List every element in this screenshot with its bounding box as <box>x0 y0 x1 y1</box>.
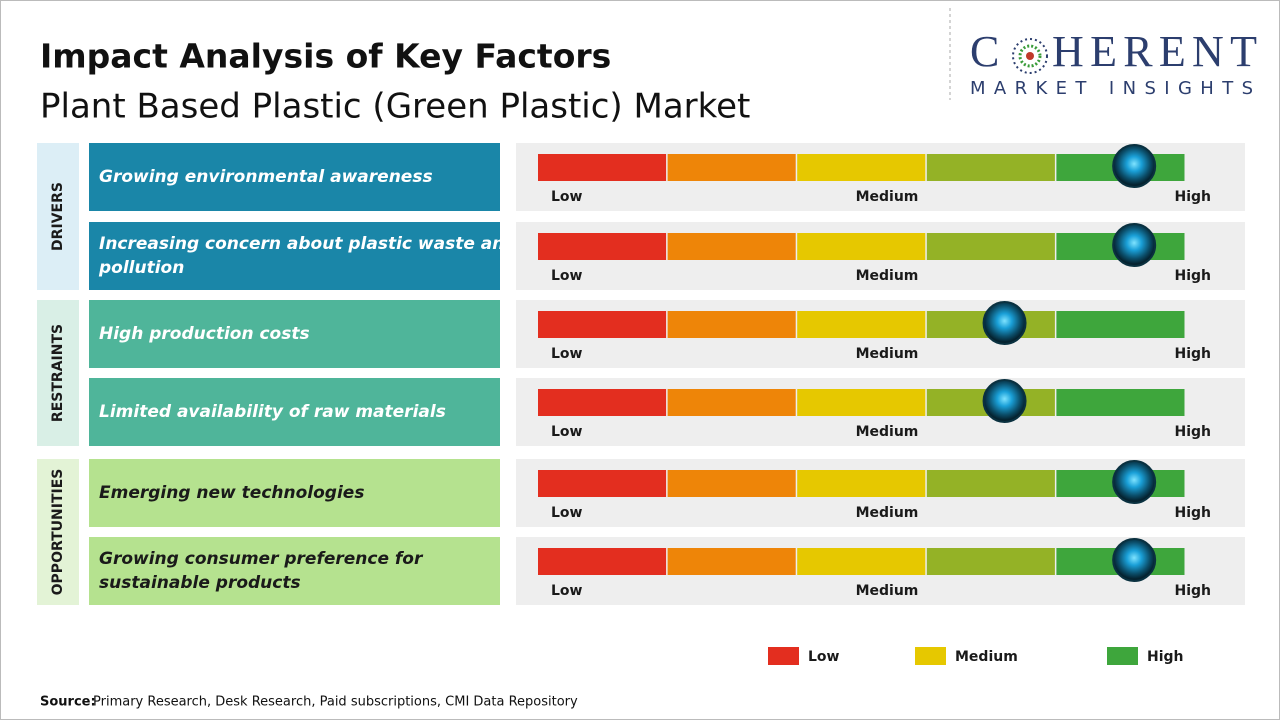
source-text: Primary Research, Desk Research, Paid su… <box>93 695 578 710</box>
scale-label: Low <box>551 424 583 440</box>
scale-segment <box>797 311 926 338</box>
scale-segment <box>538 389 667 416</box>
impact-knob <box>982 301 1027 345</box>
legend-swatch <box>1107 647 1138 665</box>
scale-segment <box>797 470 926 497</box>
group-label: RESTRAINTS <box>50 324 66 422</box>
scale-label: Low <box>551 268 583 284</box>
impact-knob <box>1112 144 1157 188</box>
scale-label: Medium <box>856 424 919 440</box>
scale-segment <box>797 389 926 416</box>
factor-box <box>89 222 500 290</box>
factor-box <box>89 537 500 605</box>
scale-label: Medium <box>856 346 919 362</box>
scale-label: Low <box>551 505 583 521</box>
scale-segment <box>538 470 667 497</box>
factor-text: Emerging new technologies <box>99 483 364 503</box>
scale-segment <box>926 233 1055 260</box>
scale-label: High <box>1174 583 1211 599</box>
title: Impact Analysis of Key Factors <box>40 37 611 76</box>
legend-label: Medium <box>955 649 1018 665</box>
factor-box <box>89 143 500 211</box>
impact-knob <box>1112 223 1157 267</box>
scale-label: High <box>1174 268 1211 284</box>
scale-segment <box>538 311 667 338</box>
scale-segment <box>1056 389 1185 416</box>
factor-text: Growing consumer preference for sustainab… <box>99 549 424 593</box>
scale-label: High <box>1174 189 1211 205</box>
factor-text: Increasing concern about plastic waste a… <box>98 234 517 278</box>
scale-segment <box>797 154 926 181</box>
scale-segment <box>667 154 796 181</box>
impact-knob <box>982 379 1027 423</box>
scale-segment <box>926 470 1055 497</box>
scale-segment <box>667 389 796 416</box>
scale-segment <box>926 548 1055 575</box>
group-label: DRIVERS <box>50 182 66 251</box>
factor-text: High production costs <box>99 324 310 344</box>
scale-segment <box>667 233 796 260</box>
subtitle: Plant Based Plastic (Green Plastic) Mark… <box>40 87 750 127</box>
legend-swatch <box>915 647 946 665</box>
scale-segment <box>797 233 926 260</box>
scale-segment <box>538 233 667 260</box>
scale-label: Medium <box>856 268 919 284</box>
scale-label: High <box>1174 424 1211 440</box>
legend-swatch <box>768 647 799 665</box>
scale-segment <box>797 548 926 575</box>
scale-segment <box>926 154 1055 181</box>
group-band <box>37 459 79 605</box>
factor-text: Limited availability of raw materials <box>99 402 446 422</box>
scale-label: Medium <box>856 189 919 205</box>
scale-segment <box>667 470 796 497</box>
logo-lead: C <box>970 27 999 76</box>
factor-box <box>89 459 500 527</box>
scale-label: High <box>1174 505 1211 521</box>
source-label: Source: <box>40 695 96 710</box>
logo-mark <box>1012 38 1048 74</box>
scale-segment <box>1056 311 1185 338</box>
impact-knob <box>1112 538 1157 582</box>
scale-segment <box>538 154 667 181</box>
scale-segment <box>538 548 667 575</box>
scale-label: Low <box>551 346 583 362</box>
factor-box <box>89 300 500 368</box>
group-band <box>37 143 79 290</box>
scale-label: Medium <box>856 583 919 599</box>
scale-segment <box>667 311 796 338</box>
legend-label: Low <box>808 649 840 665</box>
group-label: OPPORTUNITIES <box>50 469 66 596</box>
factor-box <box>89 378 500 446</box>
factor-text: Growing environmental awareness <box>99 167 433 187</box>
legend-label: High <box>1147 649 1184 665</box>
scale-segment <box>667 548 796 575</box>
scale-label: Medium <box>856 505 919 521</box>
scale-label: High <box>1174 346 1211 362</box>
logo-tagline: MARKET INSIGHTS <box>970 78 1258 99</box>
impact-knob <box>1112 460 1157 504</box>
scale-label: Low <box>551 189 583 205</box>
scale-label: Low <box>551 583 583 599</box>
group-band <box>37 300 79 446</box>
